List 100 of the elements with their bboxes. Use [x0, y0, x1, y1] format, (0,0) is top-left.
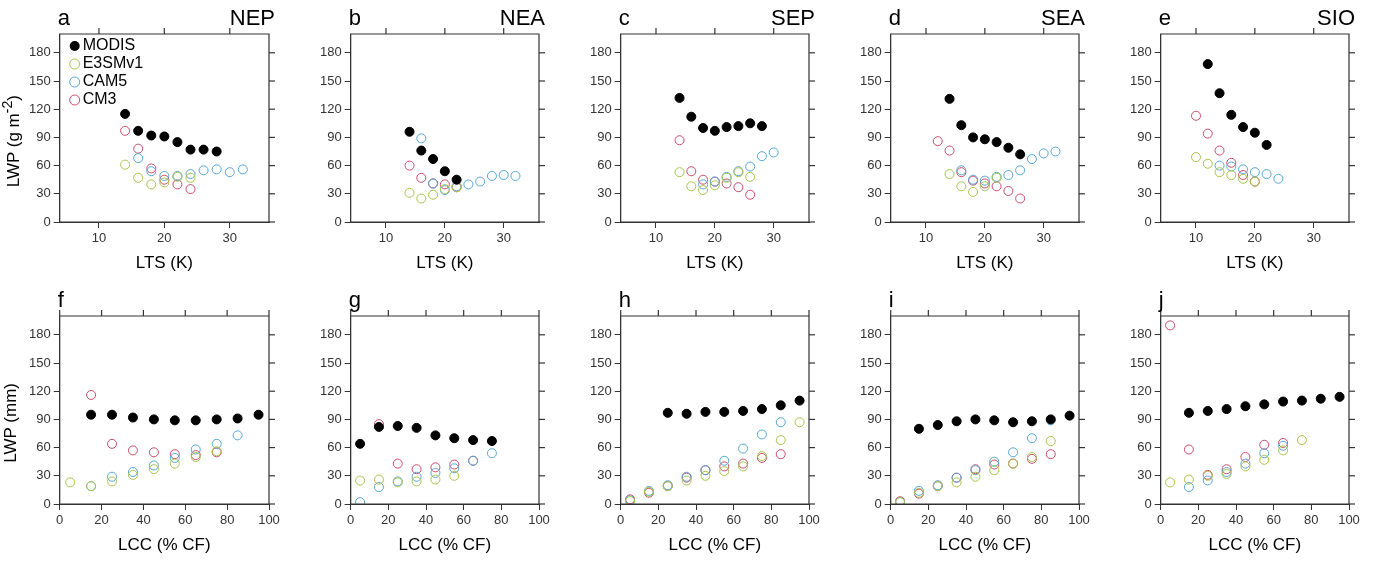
y-tick-label: 150: [28, 354, 51, 370]
y-tick-label: 60: [867, 157, 882, 173]
x-tick-label: 40: [958, 512, 974, 528]
y-tick-label: 60: [327, 157, 342, 173]
x-tick-label: 60: [996, 512, 1011, 528]
y-tick-label: 120: [589, 100, 612, 116]
chart-subtitle: NEA: [499, 5, 546, 31]
y-tick-label: 60: [1137, 439, 1152, 455]
y-tick-label: 90: [327, 410, 342, 426]
y-tick-label: 150: [1129, 354, 1152, 370]
y-tick-label: 90: [867, 410, 882, 426]
y-tick-label: 90: [1137, 410, 1152, 426]
x-tick-label: 60: [178, 512, 193, 528]
x-tick-label: 10: [1188, 230, 1204, 246]
legend-label: MODIS: [82, 36, 136, 54]
x-tick-label: 0: [887, 512, 895, 528]
y-tick-label: 180: [589, 44, 612, 60]
x-axis-title: LTS (K): [956, 253, 1014, 273]
y-tick-label: 150: [28, 72, 51, 88]
y-tick-label: 120: [28, 100, 51, 116]
y-tick-label: 90: [327, 128, 342, 144]
x-axis-title: LCC (% CF): [668, 535, 762, 555]
y-tick-label: 30: [1137, 185, 1152, 201]
y-tick-label: 150: [319, 354, 342, 370]
y-tick-label: 60: [597, 157, 612, 173]
y-tick-label: 30: [867, 185, 882, 201]
y-tick-label: 180: [319, 44, 342, 60]
y-tick-label: 120: [319, 100, 342, 116]
y-tick-label: 180: [1129, 44, 1152, 60]
y-tick-label: 90: [867, 128, 882, 144]
chart-title: d: [888, 5, 901, 31]
x-tick-label: 100: [258, 512, 280, 528]
y-tick-label: 120: [28, 382, 51, 398]
x-tick-label: 80: [219, 512, 235, 528]
y-tick-label: 180: [859, 44, 882, 60]
x-tick-label: 40: [1228, 512, 1244, 528]
x-axis-title: LTS (K): [416, 253, 474, 273]
x-tick-label: 100: [1068, 512, 1090, 528]
chart-title: c: [618, 5, 630, 31]
y-tick-label: 90: [36, 128, 51, 144]
x-tick-label: 0: [56, 512, 64, 528]
x-tick-label: 40: [688, 512, 704, 528]
x-tick-label: 20: [977, 230, 993, 246]
y-tick-label: 150: [1129, 72, 1152, 88]
y-tick-label: 60: [327, 439, 342, 455]
y-tick-label: 0: [334, 495, 342, 511]
legend-label: CAM5: [82, 72, 128, 90]
x-axis-title: LCC (% CF): [1208, 535, 1302, 555]
x-tick-label: 30: [222, 230, 237, 246]
x-tick-label: 10: [918, 230, 934, 246]
x-tick-label: 100: [798, 512, 820, 528]
x-tick-label: 60: [1266, 512, 1281, 528]
x-tick-label: 30: [1306, 230, 1321, 246]
x-tick-label: 80: [494, 512, 509, 528]
x-tick-label: 20: [1191, 512, 1206, 528]
y-tick-label: 120: [1129, 382, 1152, 398]
y-tick-label: 180: [28, 44, 51, 60]
x-tick-label: 40: [136, 512, 151, 528]
y-tick-label: 0: [874, 495, 882, 511]
y-tick-label: 0: [604, 495, 612, 511]
x-tick-label: 20: [707, 230, 723, 246]
x-tick-label: 20: [437, 230, 453, 246]
x-tick-label: 30: [496, 230, 511, 246]
chart-subtitle: SEP: [770, 5, 815, 31]
y-tick-label: 150: [589, 72, 612, 88]
y-tick-label: 30: [36, 185, 51, 201]
y-tick-label: 30: [327, 185, 342, 201]
x-tick-label: 20: [651, 512, 666, 528]
y-tick-label: 180: [589, 326, 612, 342]
y-tick-label: 0: [43, 213, 51, 229]
y-tick-label: 60: [36, 157, 51, 173]
x-tick-label: 20: [921, 512, 936, 528]
y-tick-label: 30: [597, 185, 612, 201]
y-tick-label: 60: [1137, 157, 1152, 173]
y-tick-label: 120: [589, 382, 612, 398]
chart-title: i: [888, 287, 894, 313]
x-tick-label: 40: [418, 512, 434, 528]
y-tick-label: 180: [28, 326, 51, 342]
y-tick-label: 90: [597, 128, 612, 144]
x-tick-label: 20: [157, 230, 172, 246]
x-axis-title: LCC (% CF): [118, 535, 211, 555]
y-tick-label: 180: [859, 326, 882, 342]
x-tick-label: 100: [528, 512, 550, 528]
chart-title: g: [348, 287, 361, 313]
y-tick-label: 0: [1144, 213, 1152, 229]
y-tick-label: 0: [874, 213, 882, 229]
y-tick-label: 90: [597, 410, 612, 426]
y-tick-label: 150: [859, 354, 882, 370]
y-tick-label: 60: [867, 439, 882, 455]
chart-subtitle: SEA: [1040, 5, 1086, 31]
chart-subtitle: NEP: [229, 5, 275, 31]
y-tick-label: 0: [1144, 495, 1152, 511]
y-tick-label: 180: [1129, 326, 1152, 342]
chart-subtitle: SIO: [1317, 5, 1355, 31]
y-tick-label: 150: [859, 72, 882, 88]
y-tick-label: 0: [604, 213, 612, 229]
x-tick-label: 80: [1034, 512, 1049, 528]
chart-title: b: [348, 5, 361, 31]
y-tick-label: 30: [36, 467, 51, 483]
y-tick-label: 150: [589, 354, 612, 370]
